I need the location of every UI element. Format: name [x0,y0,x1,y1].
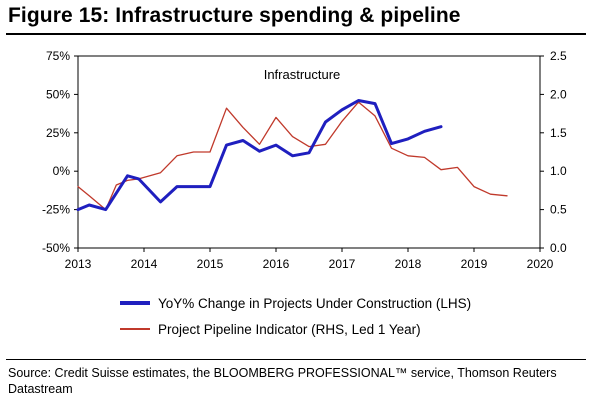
chart: Infrastructure -50% -25% 0% 25% 50% 75% 0.0 0.5… [42,49,567,271]
legend-label-construction: YoY% Change in Projects Under Constructi… [158,295,472,311]
legend-label-pipeline: Project Pipeline Indicator (RHS, Led 1 Y… [158,321,421,337]
y-right-tick-label: 2.0 [550,87,567,101]
y-right-tick-label: 0.5 [550,203,567,217]
axis-ticks: -50% -25% 0% 25% 50% 75% 0.0 0.5 1.0 1.5 2.0 2.5 201… [42,49,567,271]
series-line-construction [76,99,443,212]
source-rule [6,359,586,360]
x-tick-label: 2017 [329,257,356,271]
legend-item-construction: YoY% Change in Projects Under Constructi… [120,292,471,314]
y-left-tick-label: 0% [53,164,71,178]
x-tick-label: 2019 [461,257,488,271]
x-tick-label: 2016 [263,257,290,271]
y-left-tick-label: 50% [46,87,70,101]
y-left-tick-label: 75% [46,49,70,63]
legend-swatch-pipeline [120,328,150,330]
legend: YoY% Change in Projects Under Constructi… [120,292,471,344]
legend-item-pipeline: Project Pipeline Indicator (RHS, Led 1 Y… [120,318,471,340]
x-tick-label: 2013 [65,257,92,271]
chart-title: Infrastructure [264,67,341,82]
plot-frame [77,55,541,249]
y-right-tick-label: 1.0 [550,164,567,178]
source-note: Source: Credit Suisse estimates, the BLO… [8,366,557,396]
y-right-tick-label: 1.5 [550,126,567,140]
title-rule [6,33,586,35]
series-line-pipeline [77,101,508,211]
y-left-tick-label: 25% [46,126,70,140]
y-left-tick-label: -50% [42,241,70,255]
y-right-tick-label: 2.5 [550,49,567,63]
y-left-tick-label: -25% [42,203,70,217]
x-tick-label: 2018 [395,257,422,271]
x-tick-label: 2020 [527,257,554,271]
legend-swatch-construction [120,301,150,305]
x-tick-label: 2014 [131,257,158,271]
series-lines [76,99,508,212]
figure-title: Figure 15: Infrastructure spending & pip… [8,4,461,27]
x-tick-label: 2015 [197,257,224,271]
y-right-tick-label: 0.0 [550,241,567,255]
